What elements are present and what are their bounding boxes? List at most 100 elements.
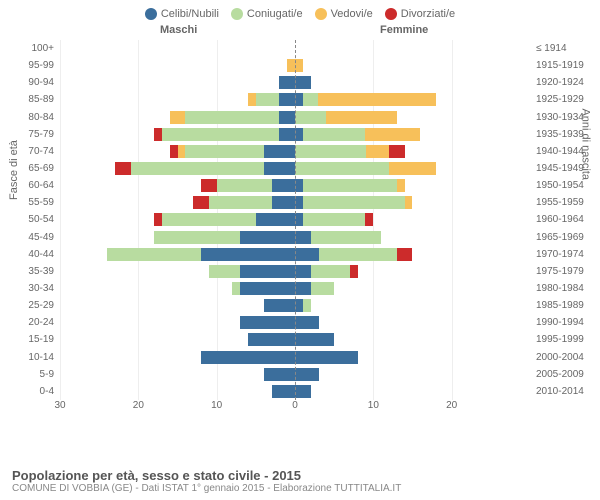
age-label: 50-54: [4, 211, 60, 228]
bar-group-female: [295, 385, 530, 398]
age-label: 55-59: [4, 194, 60, 211]
age-label: 0-4: [4, 383, 60, 400]
birth-label: 1925-1929: [530, 91, 596, 108]
bar-group-male: [60, 351, 295, 364]
bar-segment: [295, 145, 366, 158]
chart-title: Popolazione per età, sesso e stato civil…: [12, 468, 401, 483]
bar-group-female: [295, 196, 530, 209]
bar-segment: [154, 213, 162, 226]
bar-group-female: [295, 179, 530, 192]
bar-segment: [303, 93, 319, 106]
bar-segment: [319, 248, 397, 261]
age-label: 75-79: [4, 126, 60, 143]
bar-segment: [389, 162, 436, 175]
bar-segment: [303, 196, 405, 209]
label-femmine: Femmine: [380, 24, 428, 36]
bar-group-female: [295, 231, 530, 244]
bar-segment: [295, 299, 303, 312]
bar-segment: [311, 265, 350, 278]
bar-segment: [162, 213, 256, 226]
bar-segment: [295, 76, 311, 89]
bar-segment: [248, 93, 256, 106]
footer: Popolazione per età, sesso e stato civil…: [12, 468, 401, 494]
age-label: 90-94: [4, 74, 60, 91]
bar-group-male: [60, 368, 295, 381]
bar-segment: [201, 351, 295, 364]
bar-segment: [256, 213, 295, 226]
bar-segment: [264, 299, 295, 312]
bar-group-female: [295, 93, 530, 106]
bar-segment: [240, 231, 295, 244]
bar-segment: [303, 299, 311, 312]
gender-labels: Maschi Femmine: [0, 24, 600, 40]
bar-segment: [209, 265, 240, 278]
bar-segment: [326, 111, 397, 124]
bar-segment: [295, 248, 319, 261]
bar-segment: [279, 111, 295, 124]
bar-segment: [295, 316, 319, 329]
bar-segment: [295, 196, 303, 209]
bar-segment: [295, 385, 311, 398]
legend-label: Coniugati/e: [247, 8, 303, 20]
birth-label: ≤ 1914: [530, 40, 596, 57]
birth-label: 1950-1954: [530, 177, 596, 194]
bar-group-male: [60, 316, 295, 329]
birth-label: 1980-1984: [530, 280, 596, 297]
birth-label: 1975-1979: [530, 263, 596, 280]
age-label: 35-39: [4, 263, 60, 280]
bar-group-female: [295, 128, 530, 141]
legend-item: Celibi/Nubili: [145, 8, 219, 20]
legend-item: Divorziati/e: [385, 8, 455, 20]
bar-segment: [311, 231, 382, 244]
bar-segment: [272, 385, 296, 398]
bar-group-male: [60, 59, 295, 72]
center-line: [295, 40, 296, 400]
legend-item: Coniugati/e: [231, 8, 303, 20]
bar-segment: [295, 111, 326, 124]
bar-segment: [303, 128, 366, 141]
age-label: 20-24: [4, 314, 60, 331]
bar-segment: [178, 145, 186, 158]
bar-group-female: [295, 59, 530, 72]
age-label: 80-84: [4, 109, 60, 126]
bar-segment: [295, 162, 389, 175]
bar-segment: [366, 145, 390, 158]
bar-segment: [350, 265, 358, 278]
bar-group-male: [60, 282, 295, 295]
bar-segment: [295, 179, 303, 192]
age-label: 15-19: [4, 331, 60, 348]
legend-swatch: [385, 8, 397, 20]
bar-group-female: [295, 368, 530, 381]
birth-label: 1985-1989: [530, 297, 596, 314]
bar-group-female: [295, 299, 530, 312]
bar-group-female: [295, 42, 530, 55]
birth-label: 2010-2014: [530, 383, 596, 400]
bar-segment: [201, 179, 217, 192]
bar-segment: [217, 179, 272, 192]
birth-label: 1935-1939: [530, 126, 596, 143]
bar-segment: [279, 93, 295, 106]
bar-segment: [295, 59, 303, 72]
birth-label: 1945-1949: [530, 160, 596, 177]
bar-group-male: [60, 299, 295, 312]
bar-group-male: [60, 93, 295, 106]
age-label: 70-74: [4, 143, 60, 160]
birth-label: 1930-1934: [530, 109, 596, 126]
bar-group-male: [60, 333, 295, 346]
birth-label: 1995-1999: [530, 331, 596, 348]
bar-segment: [240, 265, 295, 278]
bar-group-female: [295, 351, 530, 364]
birth-label: 1970-1974: [530, 246, 596, 263]
bar-segment: [279, 76, 295, 89]
bar-segment: [170, 111, 186, 124]
bar-segment: [232, 282, 240, 295]
bar-segment: [240, 282, 295, 295]
bar-segment: [389, 145, 405, 158]
age-label: 5-9: [4, 366, 60, 383]
bar-group-male: [60, 111, 295, 124]
bar-segment: [272, 179, 296, 192]
age-label: 60-64: [4, 177, 60, 194]
bar-group-female: [295, 248, 530, 261]
bar-group-male: [60, 128, 295, 141]
bar-group-male: [60, 145, 295, 158]
